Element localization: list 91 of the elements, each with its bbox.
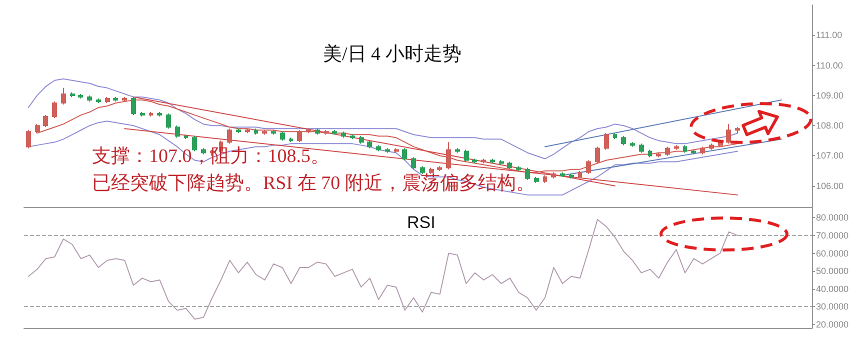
candlestick bbox=[437, 166, 442, 172]
candlestick bbox=[332, 130, 337, 136]
candlestick bbox=[595, 146, 600, 164]
candlestick bbox=[166, 113, 171, 130]
candlestick bbox=[96, 98, 101, 104]
y-tick-label: 109.00 bbox=[816, 90, 844, 100]
candlestick bbox=[26, 130, 31, 149]
y-tick-label: 40.0000 bbox=[816, 284, 849, 294]
candlestick bbox=[525, 167, 530, 180]
y-tick-label: 110.00 bbox=[816, 60, 843, 70]
y-tick-label: 30.0000 bbox=[816, 302, 849, 312]
candlestick bbox=[656, 152, 661, 158]
candlestick bbox=[472, 158, 477, 164]
annotation: 已经突破下降趋势。RSI 在 70 附近，震荡偏多结构。 bbox=[92, 172, 535, 194]
y-tick-label: 106.00 bbox=[816, 180, 844, 191]
candlestick bbox=[630, 142, 635, 148]
candlestick bbox=[455, 148, 460, 154]
candlestick bbox=[201, 148, 206, 155]
candlestick bbox=[691, 149, 696, 155]
text: 美/日 4 小时走势 bbox=[323, 43, 462, 65]
annotation: 支撑：107.0，阻力：108.5。 bbox=[92, 146, 330, 167]
candlestick bbox=[490, 158, 495, 164]
candlestick bbox=[105, 96, 110, 104]
candlestick bbox=[604, 132, 609, 150]
candlestick bbox=[569, 173, 574, 179]
candlestick bbox=[411, 156, 416, 170]
candlestick bbox=[665, 146, 670, 156]
candlestick bbox=[324, 130, 329, 136]
candlestick bbox=[52, 100, 57, 119]
candlestick bbox=[236, 128, 241, 134]
y-tick-label: 60.0000 bbox=[816, 248, 849, 258]
candlestick bbox=[280, 131, 285, 142]
candlestick bbox=[481, 158, 486, 164]
candlestick bbox=[227, 128, 232, 144]
candlestick bbox=[648, 149, 652, 158]
y-tick-label: 20.0000 bbox=[816, 319, 849, 330]
candlestick bbox=[639, 143, 644, 154]
candlestick bbox=[446, 142, 451, 170]
candlestick bbox=[70, 92, 75, 98]
candlestick bbox=[192, 136, 197, 152]
candlestick bbox=[131, 96, 136, 116]
candlestick bbox=[420, 166, 425, 174]
y-tick-label: 80.0000 bbox=[816, 212, 849, 223]
candlestick bbox=[534, 176, 539, 184]
candlestick bbox=[43, 114, 48, 128]
candlestick bbox=[560, 172, 565, 178]
candlestick bbox=[613, 132, 617, 140]
candlestick bbox=[674, 144, 679, 150]
candlestick bbox=[429, 167, 434, 174]
candlestick bbox=[87, 94, 92, 102]
candlestick bbox=[113, 96, 118, 102]
candlestick bbox=[507, 161, 512, 170]
candlestick bbox=[306, 128, 311, 134]
candlestick bbox=[700, 146, 705, 155]
candlestick bbox=[543, 174, 547, 184]
candlestick bbox=[175, 125, 180, 138]
candlestick bbox=[735, 126, 740, 134]
candlestick bbox=[709, 143, 714, 150]
candlestick bbox=[683, 144, 687, 154]
candlestick bbox=[78, 93, 83, 99]
candlestick bbox=[516, 166, 521, 172]
candlestick bbox=[245, 128, 250, 134]
candlestick bbox=[140, 112, 145, 118]
chart-title: RSI bbox=[407, 213, 436, 232]
candlestick bbox=[367, 140, 372, 149]
y-tick-label: 111.00 bbox=[816, 30, 842, 40]
candlestick bbox=[254, 128, 258, 136]
candlestick bbox=[341, 131, 346, 138]
candlestick bbox=[184, 134, 188, 140]
candlestick bbox=[350, 134, 355, 140]
candlestick bbox=[157, 112, 162, 118]
candlestick bbox=[499, 160, 504, 166]
candlestick bbox=[289, 137, 293, 143]
y-tick-label: 108.00 bbox=[816, 120, 844, 131]
candlestick bbox=[262, 130, 267, 136]
candlestick bbox=[385, 148, 390, 154]
candlestick bbox=[726, 124, 731, 144]
candlestick bbox=[402, 148, 407, 161]
y-tick-label: 70.0000 bbox=[816, 230, 849, 240]
y-tick-label: 107.00 bbox=[816, 150, 844, 161]
candlestick bbox=[61, 87, 66, 105]
candlestick bbox=[149, 112, 153, 118]
candlestick bbox=[271, 130, 276, 136]
candlestick bbox=[464, 149, 469, 162]
candlestick bbox=[297, 130, 302, 143]
candlestick bbox=[376, 144, 381, 152]
candlestick bbox=[394, 148, 399, 154]
candlestick bbox=[621, 136, 626, 146]
y-tick-label: 50.0000 bbox=[816, 266, 849, 276]
candlestick bbox=[359, 136, 364, 144]
candlestick bbox=[315, 128, 320, 136]
